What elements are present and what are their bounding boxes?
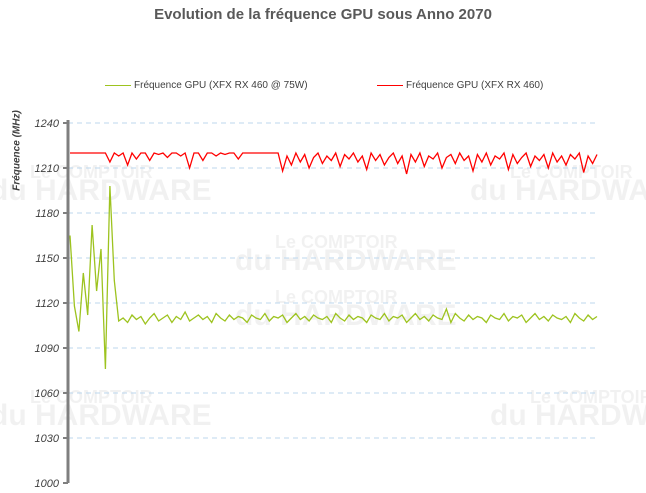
watermark: Le COMPTOIR: [30, 387, 153, 407]
chart-title: Evolution de la fréquence GPU sous Anno …: [154, 6, 492, 23]
y-tick-label: 1180: [35, 208, 60, 220]
series-line-1: [70, 151, 598, 175]
watermark: du HARDWARE: [0, 174, 212, 207]
watermark: Le COMPTOIR: [30, 162, 153, 182]
legend-label: Fréquence GPU (XFX RX 460): [406, 80, 544, 91]
legend-item-75w: Fréquence GPU (XFX RX 460 @ 75W): [105, 80, 308, 91]
watermark: Le COMPTOIR: [510, 162, 633, 182]
y-tick-label: 1120: [35, 298, 60, 310]
y-tick-label: 1150: [35, 253, 60, 265]
watermark: du HARDWARE: [235, 299, 457, 332]
y-tick-label: 1090: [35, 343, 60, 355]
legend-label: Fréquence GPU (XFX RX 460 @ 75W): [134, 80, 308, 91]
y-tick-label: 1240: [35, 118, 60, 130]
watermark: du HARDWARE: [470, 174, 646, 207]
y-tick-label: 1030: [35, 433, 60, 445]
legend-item-stock: Fréquence GPU (XFX RX 460): [377, 80, 543, 91]
watermark: Le COMPTOIR: [275, 287, 398, 307]
series-line-0: [69, 185, 598, 370]
y-tick-label: 1210: [35, 163, 60, 175]
y-tick-label: 1000: [35, 478, 60, 490]
y-tick-label: 1060: [35, 388, 60, 400]
watermark: du HARDWARE: [0, 399, 212, 432]
watermark: du HARDWARE: [235, 244, 457, 277]
watermark: du HARDWARE: [490, 399, 646, 432]
watermark: Le COMPTOIR: [275, 232, 398, 252]
watermark: Le COMPTOIR: [530, 387, 646, 407]
legend-swatch-green: [105, 85, 131, 86]
legend-swatch-red: [377, 85, 403, 86]
